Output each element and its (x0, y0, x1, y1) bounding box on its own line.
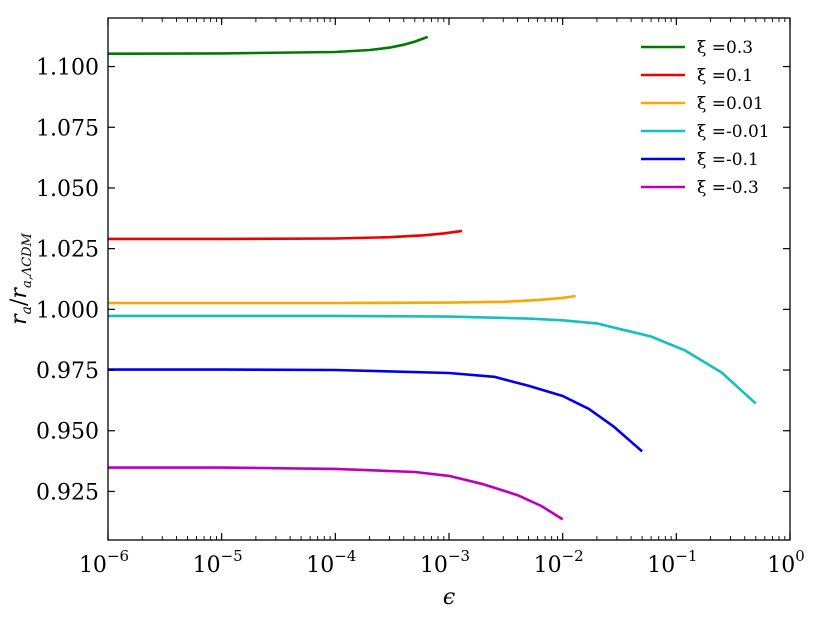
y-tick-label: 1.000 (36, 298, 99, 323)
series-line-0 (107, 35, 429, 55)
y-tick-label: 0.975 (36, 359, 99, 384)
x-tick-label: 10−6 (79, 547, 129, 578)
legend-label: ξ =0.3 (697, 38, 753, 58)
legend-label: ξ =0.1 (697, 66, 753, 86)
y-tick-label: 1.100 (36, 56, 99, 81)
y-axis: 0.925 0.950 0.975 1.000 1.025 1.050 1.075 1.100 (36, 56, 790, 505)
legend-label: ξ =-0.3 (697, 178, 759, 198)
x-tick-label: 10−2 (534, 547, 584, 578)
y-tick-label: 1.025 (36, 238, 99, 263)
series-line-3 (108, 314, 757, 405)
x-axis: 10−6 10−5 10−4 10−3 10−2 10−1 100 (79, 18, 805, 578)
x-tick-label: 100 (767, 547, 805, 578)
y-axis-label: ra/ra,ΛCDM (7, 232, 35, 324)
series-line-1 (108, 229, 463, 241)
plot-marks (107, 35, 757, 521)
plot-frame (107, 17, 791, 541)
legend-label: ξ =0.01 (697, 94, 764, 114)
x-tick-label: 10−1 (647, 547, 697, 578)
legend: ξ =0.3 ξ =0.1 ξ =0.01 ξ =-0.01 ξ =-0.1 ξ =-0.… (641, 38, 770, 198)
y-tick-label: 0.925 (36, 480, 99, 505)
x-axis-label: ϵ (443, 585, 455, 610)
series-line-2 (108, 294, 576, 305)
x-tick-label: 10−3 (420, 547, 470, 578)
x-tick-label: 10−4 (306, 547, 356, 578)
y-tick-label: 1.050 (36, 177, 99, 202)
y-tick-label: 0.950 (36, 420, 99, 445)
series-line-4 (108, 368, 643, 453)
y-tick-label: 1.075 (36, 116, 99, 141)
legend-label: ξ =-0.1 (697, 150, 759, 170)
series-line-5 (108, 466, 564, 521)
x-tick-label: 10−5 (193, 547, 243, 578)
legend-label: ξ =-0.01 (697, 122, 770, 142)
